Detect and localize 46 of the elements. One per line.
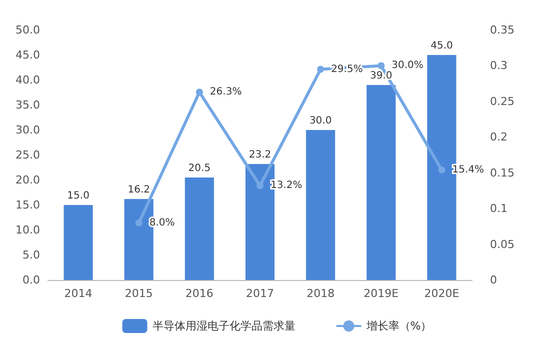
bar — [366, 85, 396, 280]
x-tick-label: 2018 — [306, 287, 335, 300]
data-label: 45.0 — [430, 40, 453, 52]
y-tick-label: 45.0 — [16, 48, 40, 62]
x-tick-label: 2017 — [246, 287, 274, 300]
point — [256, 182, 264, 190]
y2-tick-label: 0.05 — [490, 238, 514, 251]
y-tick-label: 25.0 — [16, 148, 40, 162]
legend-label: 半导体用湿电子化学品需求量 — [152, 320, 296, 332]
y-tick-label: 0.0 — [22, 274, 40, 286]
y-tick-label: 15.0 — [16, 198, 40, 212]
x-tick-label: 2019E — [364, 287, 399, 300]
data-label: 26.3% — [210, 86, 242, 98]
y2-tick-label: 0.15 — [490, 166, 514, 180]
y2-tick-label: 0 — [490, 274, 497, 286]
data-label: 30.0 — [309, 116, 332, 126]
y-tick-label: 50.0 — [16, 24, 40, 36]
x-tick-label: 2016 — [185, 287, 214, 300]
y2-tick-label: 0.25 — [490, 94, 514, 108]
y2-tick-label: 0.1 — [490, 202, 508, 216]
data-label: 15.0 — [67, 190, 90, 202]
y-tick-label: 30.0 — [16, 124, 40, 136]
data-label: 30.0% — [392, 60, 424, 72]
data-label: 20.5 — [188, 163, 211, 174]
point — [135, 219, 142, 226]
bar — [306, 130, 336, 280]
point — [378, 62, 385, 70]
y-tick-label: 40.0 — [16, 74, 40, 86]
point — [317, 66, 324, 73]
y2-tick-label: 0.2 — [490, 130, 508, 144]
bar — [64, 205, 93, 280]
legend-label: 增长率（%） — [365, 320, 432, 332]
y2-tick-label: 0.35 — [490, 24, 514, 36]
y-tick-label: 35.0 — [16, 98, 40, 112]
point — [196, 88, 203, 96]
x-tick-label: 2020E — [424, 287, 460, 300]
x-tick-label: 2015 — [124, 287, 153, 300]
data-label: 23.2 — [248, 150, 272, 160]
data-label: 16.2 — [128, 184, 150, 196]
y-tick-label: 10.0 — [16, 224, 40, 236]
bar — [184, 178, 214, 280]
y2-tick-label: 0.3 — [490, 59, 508, 72]
point — [438, 166, 446, 174]
x-tick-label: 2014 — [64, 287, 92, 300]
y-tick-label: 20.0 — [16, 174, 40, 186]
y-tick-label: 5.0 — [22, 248, 40, 262]
